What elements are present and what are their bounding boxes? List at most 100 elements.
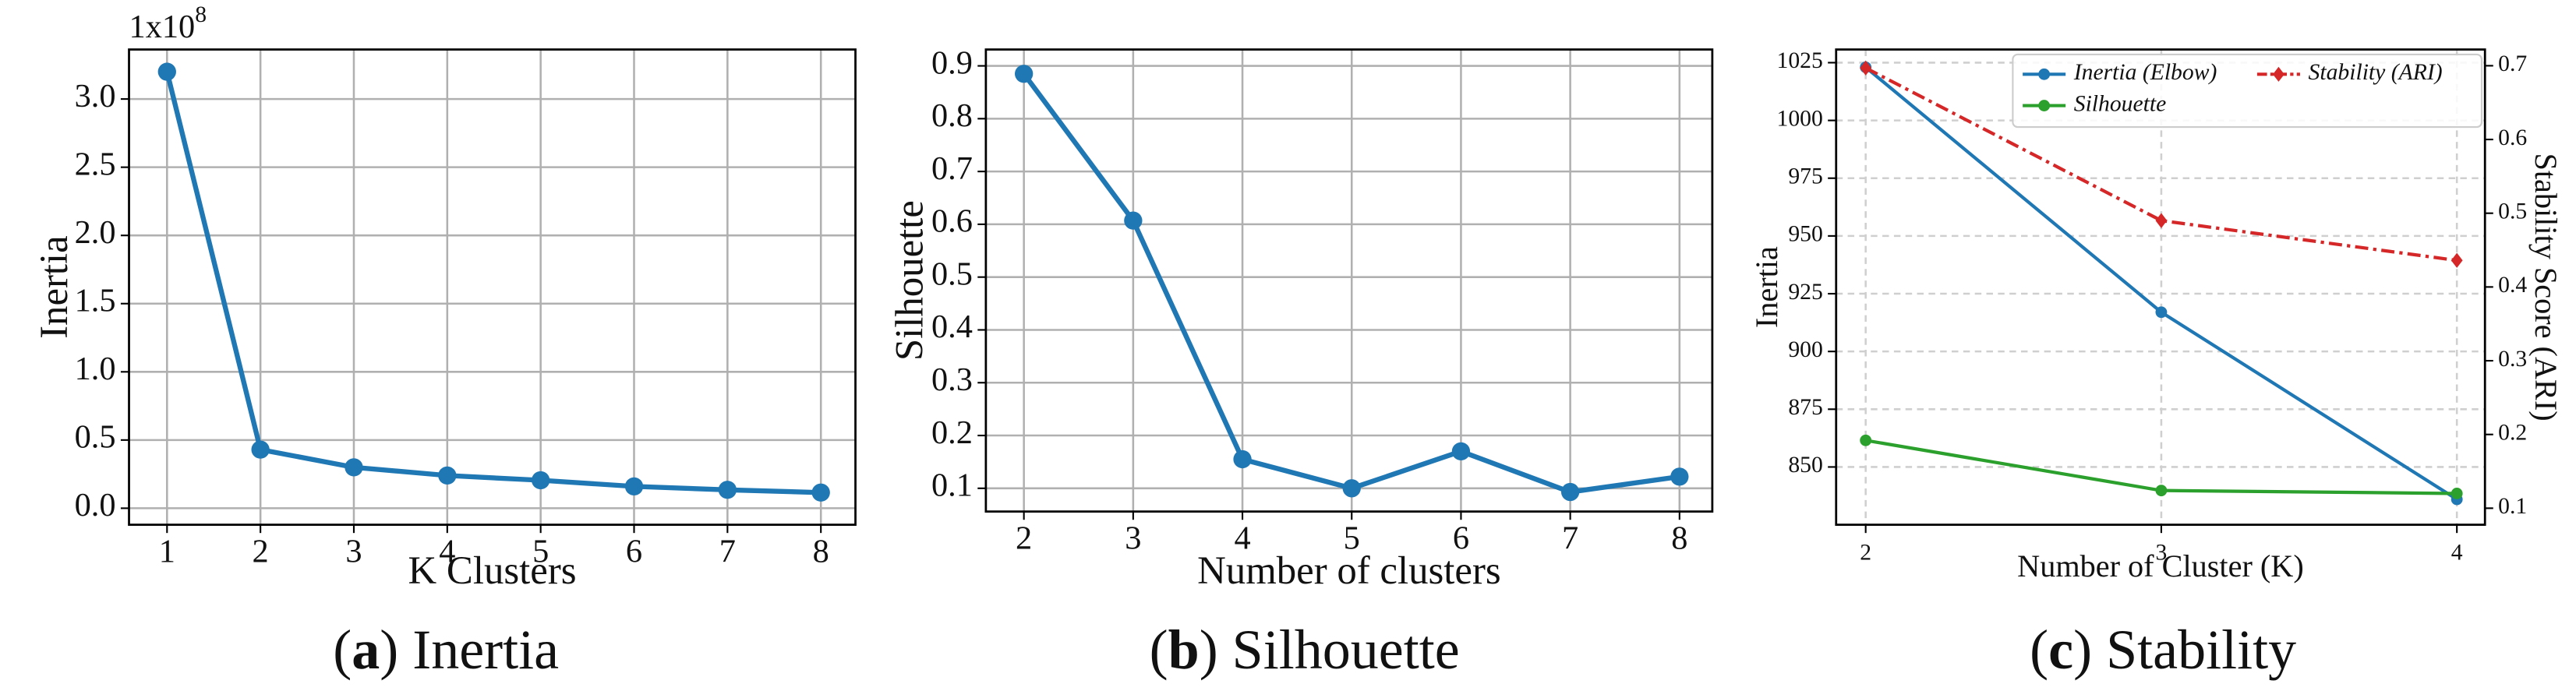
x-tick-label: 5 xyxy=(532,533,549,569)
x-tick-label: 4 xyxy=(439,533,455,569)
legend-label: Stability (ARI) xyxy=(2309,60,2443,85)
x-tick-label: 4 xyxy=(2451,541,2463,566)
data-point xyxy=(157,62,176,81)
x-tick-label: 1 xyxy=(159,533,175,569)
y2-tick-label: 0.6 xyxy=(2498,125,2527,150)
data-point xyxy=(2155,306,2168,319)
data-point xyxy=(438,466,457,485)
offset-base: 1x10 xyxy=(129,9,196,45)
y-tick-label: 0.8 xyxy=(931,97,973,134)
data-point xyxy=(2155,213,2168,228)
x-tick-label: 6 xyxy=(626,533,642,569)
y-tick-label: 900 xyxy=(1788,337,1822,362)
data-point xyxy=(2451,488,2463,499)
plot-frame xyxy=(128,48,857,526)
x-tick-label: 2 xyxy=(1016,520,1032,556)
data-point xyxy=(532,471,550,490)
y2-tick-label: 0.7 xyxy=(2498,51,2527,76)
caption: (a) Inertia xyxy=(333,618,559,680)
data-point xyxy=(624,477,644,496)
y-axis-label: Inertia xyxy=(32,235,76,339)
y-tick-label: 0.0 xyxy=(75,487,116,524)
caption-part: b xyxy=(1168,618,1200,680)
caption-part: c xyxy=(2048,618,2073,680)
caption-part: ) Silhouette xyxy=(1200,618,1460,680)
data-point xyxy=(345,458,363,477)
x-tick-label: 3 xyxy=(345,533,362,569)
y-tick-label: 0.4 xyxy=(931,308,973,345)
y-tick-label: 0.1 xyxy=(931,467,973,504)
y-tick-label: 0.5 xyxy=(931,256,973,292)
offset-exponent: 8 xyxy=(195,2,207,27)
y-tick-label: 875 xyxy=(1788,395,1822,420)
legend-label: Inertia (Elbow) xyxy=(2073,60,2217,85)
data-point xyxy=(251,440,270,459)
data-point xyxy=(718,481,737,499)
y2-tick-label: 0.5 xyxy=(2498,199,2527,224)
x-axis-label: Number of clusters xyxy=(1197,548,1501,592)
offset-text: 1x108 xyxy=(129,2,207,45)
caption: (c) Stability xyxy=(2030,618,2296,680)
y2-tick-label: 0.2 xyxy=(2498,421,2527,446)
x-tick-label: 4 xyxy=(1234,520,1250,556)
x-tick-label: 7 xyxy=(719,533,736,569)
x-tick-label: 5 xyxy=(1344,520,1360,556)
caption-part: ) Inertia xyxy=(380,618,559,680)
y-tick-label: 2.5 xyxy=(75,146,116,182)
y-tick-label: 0.9 xyxy=(931,44,973,81)
data-point xyxy=(1015,65,1034,83)
y-tick-label: 0.2 xyxy=(931,414,973,451)
caption-part: ( xyxy=(2030,618,2048,680)
legend-marker xyxy=(2273,66,2284,82)
y-tick-label: 0.7 xyxy=(931,150,973,187)
data-point xyxy=(2451,252,2463,268)
data-point xyxy=(1451,442,1471,461)
x-axis-label: K Clusters xyxy=(408,548,577,592)
caption-part: ) Stability xyxy=(2073,618,2296,680)
y-axis-label: Inertia xyxy=(1749,246,1784,328)
caption-part: ( xyxy=(333,618,352,680)
y-tick-label: 3.0 xyxy=(75,78,116,115)
y-tick-label: 1000 xyxy=(1777,106,1823,131)
y-tick-label: 850 xyxy=(1788,453,1822,478)
y-tick-label: 0.5 xyxy=(75,419,116,456)
y-tick-label: 2.0 xyxy=(75,214,116,251)
x-tick-label: 8 xyxy=(813,533,829,569)
x-tick-label: 8 xyxy=(1671,520,1687,556)
y2-tick-label: 0.1 xyxy=(2498,494,2527,519)
data-point xyxy=(2155,485,2168,497)
plot-frame xyxy=(984,48,1714,513)
x-tick-label: 7 xyxy=(1562,520,1578,556)
x-tick-label: 3 xyxy=(1125,520,1141,556)
data-point xyxy=(1670,467,1689,486)
series-line xyxy=(1864,66,2458,263)
y-tick-label: 925 xyxy=(1788,280,1822,305)
x-tick-label: 3 xyxy=(2156,541,2168,566)
plot-frame xyxy=(1835,48,2486,526)
caption-part: ( xyxy=(1150,618,1168,680)
data-point xyxy=(1342,479,1361,498)
y2-tick-label: 0.3 xyxy=(2498,347,2527,372)
y-tick-label: 1025 xyxy=(1777,48,1823,73)
x-axis-label: Number of Cluster (K) xyxy=(2017,548,2304,583)
y-tick-label: 950 xyxy=(1788,222,1822,247)
y-tick-label: 0.6 xyxy=(931,203,973,240)
legend-marker xyxy=(2038,100,2051,111)
data-point xyxy=(1124,211,1143,230)
y-axis-label: Silhouette xyxy=(887,200,931,361)
data-point xyxy=(1860,60,1872,76)
data-point xyxy=(1560,482,1580,502)
legend-box xyxy=(2012,53,2483,129)
y-tick-label: 0.3 xyxy=(931,361,973,398)
y-tick-label: 1.0 xyxy=(75,351,116,387)
legend-marker xyxy=(2038,68,2051,80)
x-tick-label: 2 xyxy=(1860,541,1871,566)
data-point xyxy=(1233,449,1252,469)
y-tick-label: 1.5 xyxy=(75,282,116,319)
caption: (b) Silhouette xyxy=(1150,618,1460,680)
x-tick-label: 6 xyxy=(1453,520,1469,556)
y-tick-label: 975 xyxy=(1788,164,1822,189)
legend-label: Silhouette xyxy=(2074,91,2167,116)
caption-part: a xyxy=(352,618,380,680)
